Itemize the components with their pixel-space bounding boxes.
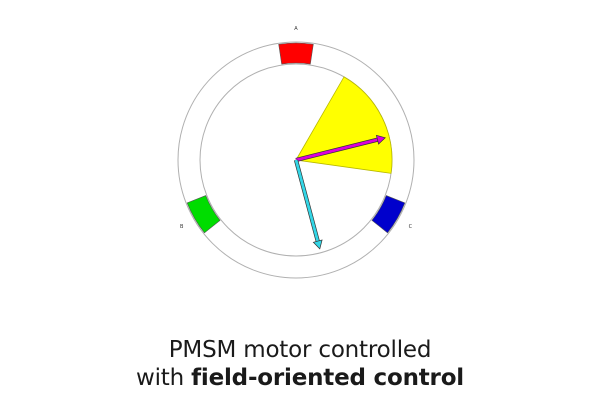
coil-a (278, 42, 314, 65)
coil-c (371, 195, 406, 234)
caption-text-1: PMSM motor controlled (168, 337, 432, 363)
cyan-vector-head (312, 239, 323, 250)
caption-line-1: PMSM motor controlled (0, 336, 600, 364)
phase-label-b: B (180, 224, 184, 230)
cyan-vector-fill (294, 159, 320, 242)
caption-line-2: with field-oriented control (0, 364, 600, 392)
stator-outer-circle (177, 41, 415, 279)
phase-label-a: A (294, 26, 298, 32)
magenta-vector-head (375, 134, 386, 145)
magenta-vector-fill (295, 138, 378, 162)
caption-prefix: with (136, 365, 192, 391)
caption-bold-text: field-oriented control (191, 365, 464, 391)
coil-b (186, 195, 221, 234)
field-sector (295, 76, 393, 174)
phase-label-c: C (409, 224, 413, 230)
